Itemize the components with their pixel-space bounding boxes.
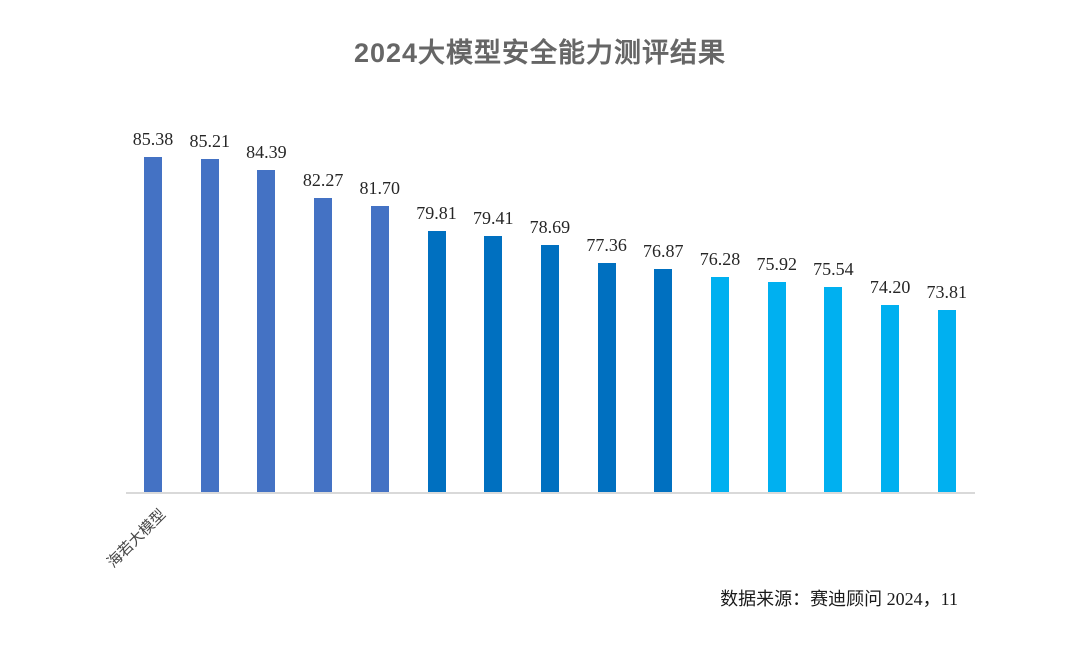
bar-value-label: 76.28 (699, 249, 741, 270)
bar-value-label: 85.21 (189, 131, 230, 152)
bar (314, 198, 333, 492)
bar (370, 205, 389, 492)
bar-value-label: 79.81 (416, 202, 457, 223)
bar (540, 245, 559, 492)
x-axis-category-label: 海若大模型 (104, 506, 170, 572)
bar-value-label: 74.20 (869, 276, 911, 297)
bar-value-label: 73.81 (926, 281, 968, 302)
bar (767, 281, 786, 492)
bar-value-label: 75.92 (756, 253, 797, 274)
bar-value-label: 75.54 (813, 258, 854, 279)
bar (257, 170, 276, 492)
bar-value-label: 82.27 (302, 170, 344, 190)
bar-value-label: 78.69 (529, 217, 571, 238)
bar-value-label: 79.41 (472, 207, 514, 228)
bar (937, 309, 956, 492)
source-note: 数据来源：赛迪顾问 2024，11 (720, 589, 958, 609)
bar-value-label: 85.38 (132, 129, 174, 149)
bar (427, 230, 446, 492)
x-axis-line (126, 492, 975, 494)
bar (881, 304, 900, 492)
bar (484, 235, 503, 492)
bar (654, 269, 673, 492)
bar-value-label: 76.87 (643, 241, 684, 262)
bar (597, 262, 616, 492)
bar-value-label: 81.70 (359, 177, 401, 198)
bar (200, 159, 219, 492)
chart-title: 2024大模型安全能力测评结果 (353, 38, 727, 68)
bar-value-label: 84.39 (246, 142, 287, 163)
bar (711, 277, 729, 492)
bar-value-label: 77.36 (586, 234, 627, 255)
bar (144, 157, 162, 492)
bar (824, 286, 843, 492)
